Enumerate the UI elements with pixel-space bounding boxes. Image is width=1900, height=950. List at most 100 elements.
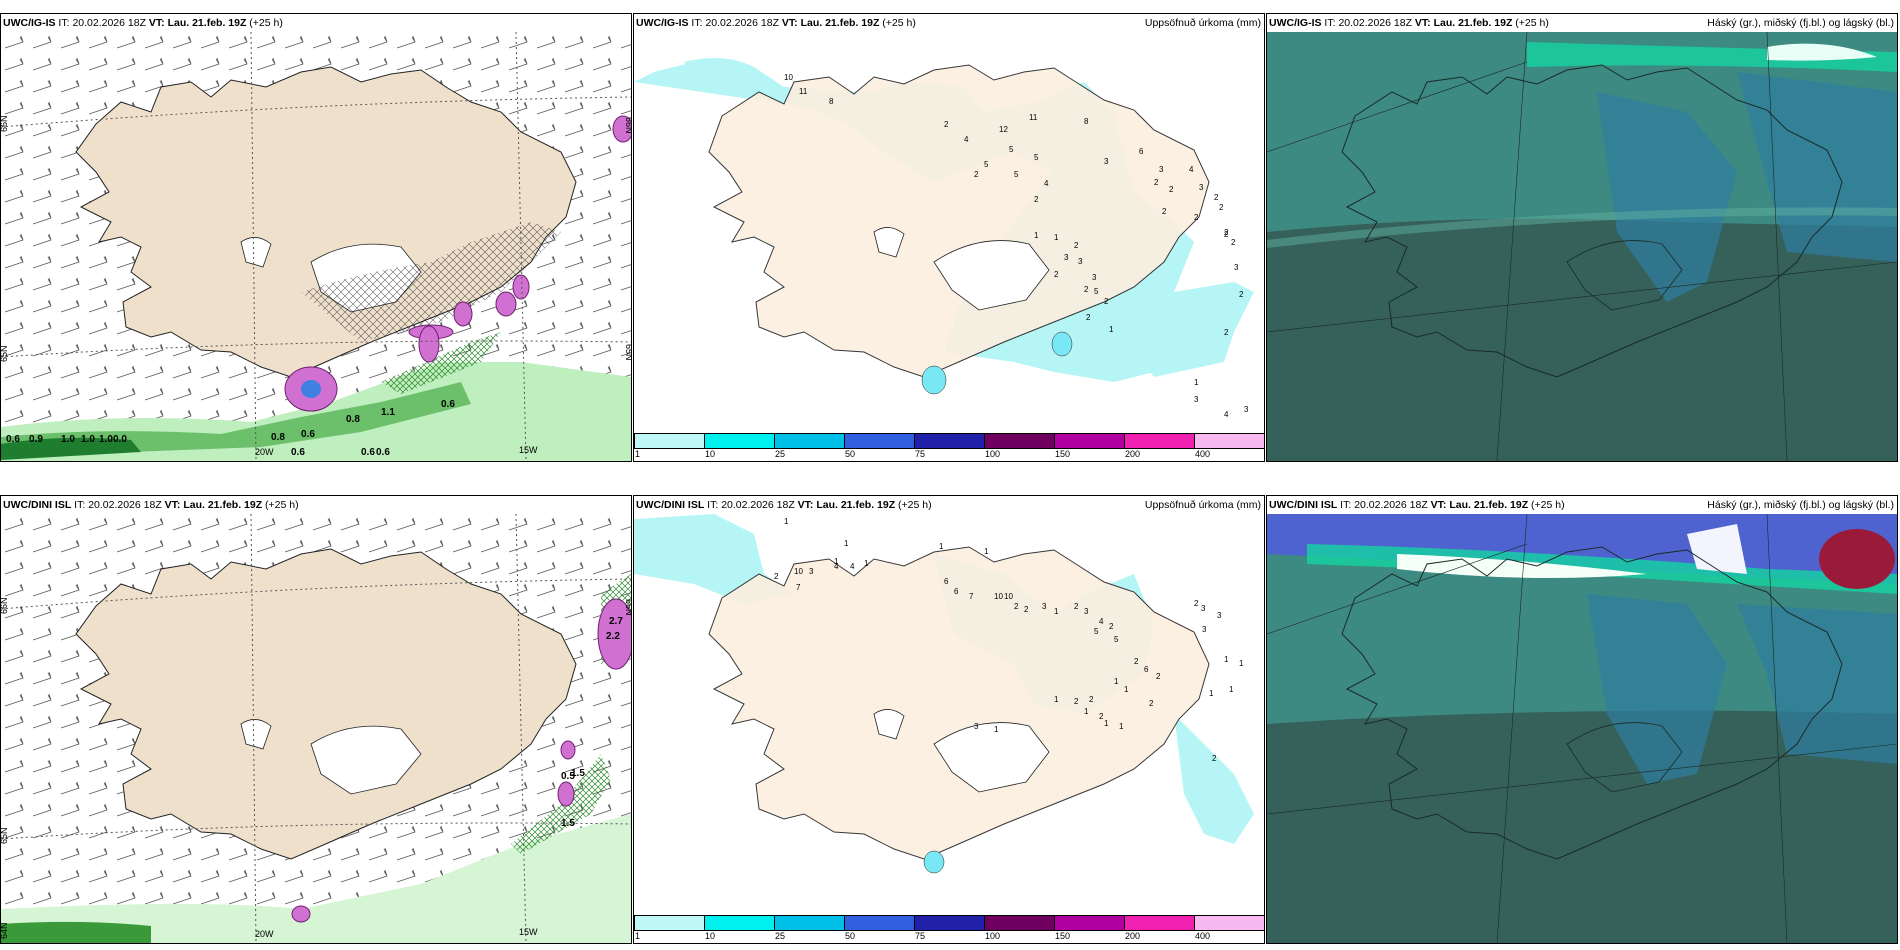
map-value-label: 2	[1099, 712, 1104, 721]
lead-time: (+25 h)	[1515, 17, 1549, 29]
lat-label-65n: 65N	[1, 827, 9, 844]
map-value-label: 1	[1104, 719, 1109, 728]
map-value-label: 7	[796, 583, 801, 592]
panel-header: UWC/IG-IS IT: 20.02.2026 18Z VT: Lau. 21…	[1267, 14, 1897, 32]
map-value-label: 2	[1169, 185, 1174, 194]
map-value-label: 3	[1092, 273, 1097, 282]
lat-label-65n: 65N	[1, 345, 9, 362]
map-value-label: 1	[1084, 707, 1089, 716]
init-time: 20.02.2026 18Z	[1354, 499, 1428, 511]
map-value-label: 4	[1099, 617, 1104, 626]
map-value-label: 0.8	[271, 432, 285, 443]
map-value-label: 5	[1034, 153, 1039, 162]
map-value-label: 1	[1054, 233, 1059, 242]
map-value-label: 0.6	[376, 447, 390, 458]
colorbar-swatch	[984, 915, 1055, 931]
map-value-label: 2	[1134, 657, 1139, 666]
init-time: 20.02.2026 18Z	[88, 499, 162, 511]
map-value-label: 1	[1054, 695, 1059, 704]
colorbar-swatch	[1124, 915, 1195, 931]
map-value-label: 3	[1042, 602, 1047, 611]
map-value-label: 3	[974, 722, 979, 731]
model-label: UWC/IG-IS	[3, 17, 56, 29]
map-value-label: 4	[964, 135, 969, 144]
init-time: 20.02.2026 18Z	[705, 17, 779, 29]
colorbar-tick-label: 150	[1055, 449, 1071, 459]
colorbar-tick-label: 150	[1055, 931, 1071, 941]
map-value-label: 1	[1239, 659, 1244, 668]
lead-time: (+25 h)	[1531, 499, 1565, 511]
panel-dini-clouds: UWC/DINI ISL IT: 20.02.2026 18Z VT: Lau.…	[1266, 495, 1898, 944]
map-value-label: 3	[1199, 183, 1204, 192]
map-value-label: 1	[994, 725, 999, 734]
init-time: 20.02.2026 18Z	[1338, 17, 1412, 29]
map-value-label: 2	[1219, 203, 1224, 212]
valid-time: Lau. 21.feb. 19Z	[183, 499, 263, 511]
map-value-label: 3	[1201, 604, 1206, 613]
colorbar-swatch	[1054, 915, 1125, 931]
map-value-label: 2	[774, 572, 779, 581]
vt-label: VT:	[1430, 499, 1447, 511]
precip-colorbar: 1 10 25 50 75 100 150 200 400	[634, 429, 1264, 461]
map-value-label: 2	[1089, 695, 1094, 704]
map-value-label: 2	[1239, 290, 1244, 299]
valid-time: Lau. 21.feb. 19Z	[1449, 499, 1529, 511]
lead-time: (+25 h)	[882, 17, 916, 29]
map-value-label: 2	[974, 170, 979, 179]
wind-map: 20W 15W 66N 66N 65N 64N 2.7 2.2 1.5 0.5 1.5	[1, 514, 631, 943]
valid-time: Lau. 21.feb. 19Z	[816, 499, 896, 511]
map-value-label: 0.6	[6, 434, 20, 445]
map-value-label: 0.6	[291, 447, 305, 458]
map-value-label: 2	[1104, 297, 1109, 306]
map-value-label: 2	[1162, 207, 1167, 216]
colorbar-swatch	[984, 433, 1055, 449]
valid-time: Lau. 21.feb. 19Z	[800, 17, 880, 29]
it-label: IT:	[707, 499, 719, 511]
lat-label-64n: 64N	[1, 922, 9, 939]
panel-ig-precip: UWC/IG-IS IT: 20.02.2026 18Z VT: Lau. 21…	[633, 13, 1265, 462]
cloud-map-canvas	[1267, 32, 1897, 461]
map-value-label: 4	[834, 562, 839, 571]
map-value-label: 2	[1194, 599, 1199, 608]
colorbar-tick-label: 10	[705, 931, 716, 941]
map-value-label: 10	[794, 567, 803, 576]
map-value-label: 11	[1029, 113, 1038, 122]
colorbar-swatch	[844, 915, 915, 931]
map-value-label: 10	[994, 592, 1003, 601]
map-value-label: 2	[1149, 699, 1154, 708]
precip-map: 10 11 8 2 4 12 11 5 5 5 5 2 8 3 6 3 4 2 2 2 2 1 1 2 3 3 2 2 3 5 2 2 1 4 3 2…	[634, 32, 1264, 461]
cloud-map-canvas	[1267, 514, 1897, 943]
vt-label: VT:	[797, 499, 814, 511]
model-label: UWC/DINI ISL	[1269, 499, 1338, 511]
map-value-label: 8	[1084, 117, 1089, 126]
precip-colorbar: 1 10 25 50 75 100 150 200 400	[634, 911, 1264, 943]
colorbar-tick-label: 100	[985, 931, 1001, 941]
colorbar-tick-label: 75	[915, 931, 926, 941]
map-value-label: 1.0	[81, 434, 95, 445]
map-value-label: 1	[1034, 231, 1039, 240]
map-value-label: 5	[1094, 287, 1099, 296]
map-value-label: 1	[864, 559, 869, 568]
map-value-label: 6	[1139, 147, 1144, 156]
map-value-label: 3	[1159, 165, 1164, 174]
map-value-label: 1	[939, 542, 944, 551]
panel-header: UWC/IG-IS IT: 20.02.2026 18Z VT: Lau. 21…	[1, 14, 631, 32]
colorbar-swatch	[1054, 433, 1125, 449]
colorbar-tick-label: 100	[985, 449, 1001, 459]
colorbar-tick-label: 200	[1125, 931, 1141, 941]
colorbar-tick-label: 400	[1195, 931, 1211, 941]
map-value-label: 0.0	[113, 434, 127, 445]
map-value-label: 6	[954, 587, 959, 596]
colorbar-tick-label: 50	[845, 931, 856, 941]
colorbar-swatch	[774, 915, 845, 931]
map-value-label: 12	[999, 125, 1008, 134]
panel-variable-title: Háský (gr.), miðský (fj.bl.) og lágský (…	[1707, 499, 1894, 511]
colorbar-swatch	[914, 915, 985, 931]
vt-label: VT:	[148, 17, 165, 29]
init-time: 20.02.2026 18Z	[72, 17, 146, 29]
vt-label: VT:	[781, 17, 798, 29]
map-value-label: 2.7	[609, 616, 623, 627]
map-value-label: 0.6	[441, 399, 455, 410]
